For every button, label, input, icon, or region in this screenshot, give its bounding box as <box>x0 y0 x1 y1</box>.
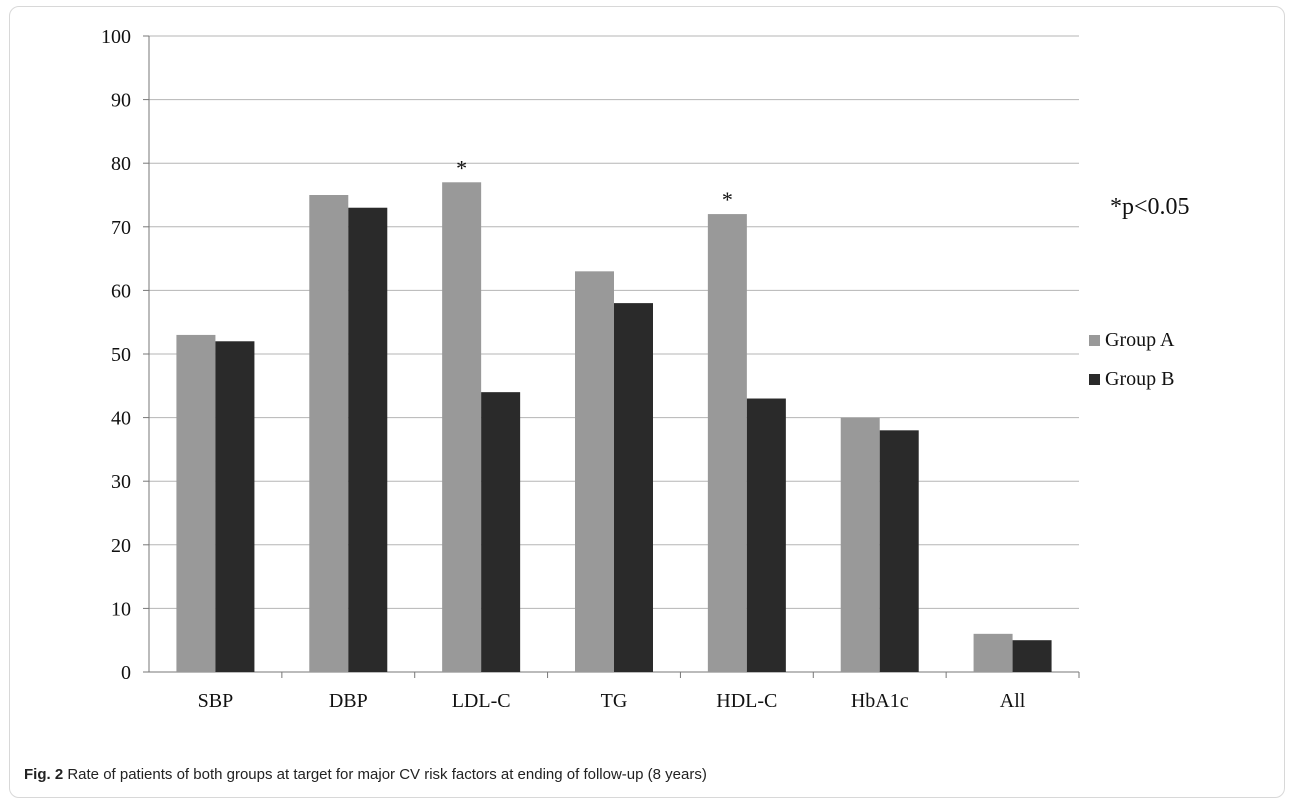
x-tick-label-ldl-c: LDL-C <box>452 690 511 712</box>
significance-marker-ldl-c: * <box>456 155 467 180</box>
bar-group-b-hdl-c <box>746 398 786 672</box>
figure-caption-text: Rate of patients of both groups at targe… <box>67 766 707 783</box>
bar-group-a-sbp <box>176 334 216 672</box>
bar-group-b-tg <box>614 303 653 672</box>
y-tick-label-90: 90 <box>111 90 131 112</box>
y-tick-label-0: 0 <box>121 662 131 684</box>
x-tick-label-tg: TG <box>601 690 628 712</box>
bar-group-a-ldl-c <box>442 182 482 672</box>
x-tick-label-hba1c: HbA1c <box>851 690 909 712</box>
y-tick-label-40: 40 <box>111 408 131 430</box>
significance-annotation: *p<0.05 <box>1110 194 1190 220</box>
legend-label-2: Group B <box>1105 368 1174 390</box>
figure-label: Fig. 2 <box>24 766 64 783</box>
label-layer: 0 10 20 30 40 50 60 70 80 90 100 SBP DBP LDL-C * TG HDL-… <box>101 26 1026 712</box>
legend-label-1: Group A <box>1105 329 1175 351</box>
y-tick-label-10: 10 <box>111 598 131 620</box>
y-tick-label-20: 20 <box>111 535 131 557</box>
bar-group-a-hdl-c <box>707 214 747 672</box>
bar-chart: 0 10 20 30 40 50 60 70 80 90 100 SBP DBP LDL-C * TG HDL-… <box>101 26 1190 712</box>
bar-group-a-hba1c <box>840 417 880 672</box>
legend-swatch-1 <box>1089 335 1100 346</box>
figure-frame <box>9 6 1285 798</box>
bar-group-a-all <box>973 633 1013 672</box>
y-tick-label-60: 60 <box>111 280 131 302</box>
y-tick-label-100: 100 <box>101 26 131 48</box>
figure-caption: Fig. 2 Rate of patients of both groups a… <box>24 766 707 783</box>
bar-group-b-all <box>1012 640 1052 672</box>
y-tick-label-80: 80 <box>111 153 131 175</box>
x-tick-label-dbp: DBP <box>329 690 368 712</box>
x-tick-label-hdl-c: HDL-C <box>716 690 777 712</box>
legend-swatch-2 <box>1089 374 1100 385</box>
bar-group-a-dbp <box>309 195 349 672</box>
bar-group-a-tg <box>575 271 614 672</box>
bar-group-b-dbp <box>348 207 388 672</box>
x-tick-label-sbp: SBP <box>198 690 234 712</box>
bar-layer <box>176 182 1052 672</box>
y-tick-label-50: 50 <box>111 344 131 366</box>
bar-group-b-hba1c <box>879 430 919 672</box>
x-tick-label-all: All <box>1000 690 1026 712</box>
y-tick-label-70: 70 <box>111 217 131 239</box>
bar-group-b-sbp <box>215 341 255 672</box>
significance-marker-hdl-c: * <box>722 187 733 212</box>
y-tick-label-30: 30 <box>111 471 131 493</box>
legend: Group A Group B <box>1089 329 1175 390</box>
grid-layer <box>149 35 1079 609</box>
bar-group-b-ldl-c <box>481 392 521 672</box>
